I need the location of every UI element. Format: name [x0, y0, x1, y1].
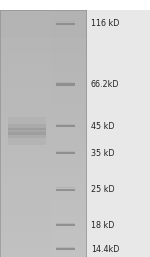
Bar: [56, 151, 75, 152]
Text: 18 kD: 18 kD: [91, 221, 114, 230]
Text: 14.4kD: 14.4kD: [91, 245, 119, 254]
Text: 35 kD: 35 kD: [91, 149, 114, 158]
Bar: [56, 189, 75, 191]
Bar: [0, 0, 150, 10]
FancyBboxPatch shape: [8, 117, 46, 145]
Bar: [56, 125, 75, 127]
Text: 45 kD: 45 kD: [91, 122, 114, 131]
Bar: [56, 224, 75, 226]
FancyBboxPatch shape: [8, 128, 46, 135]
Bar: [56, 124, 75, 125]
Bar: [56, 187, 75, 188]
Bar: [56, 248, 75, 250]
Text: 66.2kD: 66.2kD: [91, 80, 119, 89]
Bar: [56, 23, 75, 25]
Bar: [56, 152, 75, 154]
Bar: [56, 82, 75, 83]
Bar: [56, 223, 75, 224]
Bar: [0, 10, 50, 257]
Text: 25 kD: 25 kD: [91, 185, 114, 194]
Bar: [56, 84, 75, 86]
Bar: [56, 247, 75, 248]
Bar: [56, 21, 75, 22]
Bar: [8, 130, 46, 132]
Text: 116 kD: 116 kD: [91, 19, 119, 29]
FancyBboxPatch shape: [8, 124, 46, 138]
